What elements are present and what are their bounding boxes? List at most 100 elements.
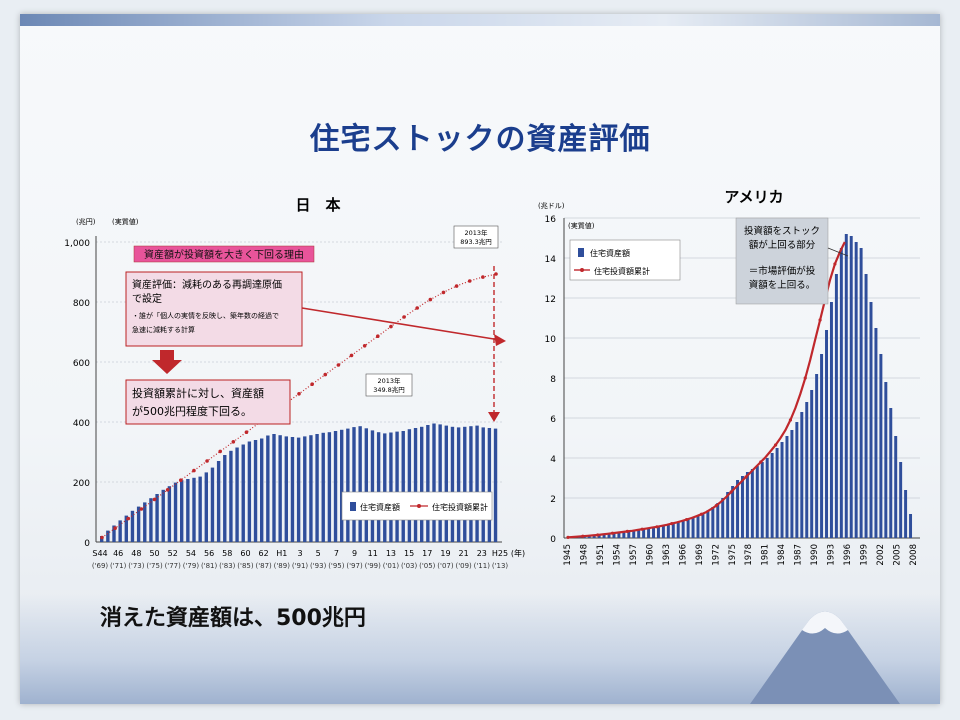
- us-y-tick-label: 10: [545, 335, 557, 345]
- us-bar: [597, 534, 601, 538]
- us-bar: [854, 242, 858, 538]
- japan-line-point: [494, 272, 498, 276]
- japan-summary-box: [125, 379, 291, 425]
- japan-x-subtick-label: ('93): [310, 562, 327, 570]
- japan-line-point: [415, 306, 420, 310]
- japan-bar: [204, 472, 208, 542]
- slide: 住宅ストックの資産評価 日 本 (兆円) (実質値) 0 200 400 600 800 1,0…: [20, 14, 940, 704]
- us-note-line3: ＝市場評価が投: [749, 265, 816, 277]
- us-line-point: [610, 531, 615, 535]
- japan-x-tick-label: 19: [440, 549, 450, 558]
- us-bar: [622, 531, 626, 538]
- japan-summary-line2: が500兆円程度下回る。: [132, 404, 252, 418]
- us-note-pointer: [827, 247, 849, 257]
- japan-legend-bar-swatch: [350, 502, 356, 511]
- japan-bar: [167, 486, 172, 542]
- us-bar: [731, 486, 735, 538]
- us-bar: [736, 480, 740, 538]
- us-bar: [859, 248, 863, 538]
- japan-bar: [444, 425, 448, 542]
- japan-bar: [346, 428, 350, 542]
- us-y-tick-label: 6: [550, 415, 556, 425]
- japan-x-subtick-label: ('73): [128, 562, 145, 570]
- us-line-point: [774, 443, 778, 447]
- japan-x-tick-label: 21: [459, 549, 469, 558]
- japan-bar: [487, 428, 492, 542]
- japan-bar: [223, 455, 227, 542]
- us-y-tick-label: 0: [550, 535, 556, 545]
- japan-x-subtick-label: ('91): [292, 562, 309, 570]
- us-chart-title: アメリカ: [724, 188, 783, 206]
- us-bar: [760, 462, 764, 538]
- japan-bar: [210, 467, 215, 542]
- us-bar: [607, 533, 611, 538]
- japan-line-point: [126, 516, 131, 521]
- japan-x-subtick-label: ('09): [455, 562, 472, 570]
- japan-x-tick-label: 54: [186, 549, 196, 558]
- japan-x-tick-label: 48: [131, 549, 141, 558]
- japan-x-subtick-label: ('01): [383, 562, 400, 570]
- japan-line-point: [467, 279, 472, 283]
- us-bar: [869, 302, 873, 538]
- us-bar: [829, 302, 833, 538]
- japan-reason-line4: 急速に減耗する計算: [132, 325, 195, 334]
- us-sub-unit-label: (実質値): [568, 221, 595, 230]
- us-bar: [889, 408, 893, 538]
- us-x-tick-label: 1957: [629, 544, 639, 566]
- japan-bar: [136, 506, 141, 542]
- japan-x-subtick-label: ('77): [165, 562, 182, 570]
- japan-x-subtick-label: ('85): [237, 562, 254, 570]
- japan-x-subtick-label: ('75): [146, 562, 163, 570]
- japan-bar: [413, 428, 418, 542]
- japan-x-subtick-label: ('83): [219, 562, 236, 570]
- japan-y-tick-label: 1,000: [64, 239, 90, 249]
- japan-bar: [241, 444, 245, 542]
- us-bar: [617, 532, 621, 538]
- japan-bar: [260, 438, 264, 542]
- us-bar: [879, 354, 883, 538]
- us-bar: [701, 513, 705, 538]
- japan-bar: [229, 450, 233, 542]
- japan-line-point: [428, 297, 433, 302]
- japan-bar: [272, 434, 276, 542]
- us-bar: [721, 498, 725, 538]
- us-bar: [666, 524, 670, 538]
- us-note-line2: 額が上回る部分: [749, 239, 816, 251]
- japan-x-tick-label: 58: [222, 549, 232, 558]
- japan-line-point: [205, 459, 209, 463]
- japan-line-point: [454, 284, 459, 288]
- us-bar: [676, 522, 680, 538]
- japan-bar: [130, 510, 135, 542]
- us-y-tick-label: 2: [550, 495, 556, 505]
- japan-reason-box: [125, 271, 303, 347]
- us-legend-box: [569, 239, 681, 281]
- japan-x-tick-label: S44: [92, 549, 107, 558]
- japan-gap-arrow-head: [488, 412, 500, 422]
- japan-x-tick-label: H1: [276, 549, 287, 558]
- us-line-point: [640, 527, 644, 531]
- us-bar: [716, 503, 720, 538]
- japan-bar: [186, 479, 190, 542]
- japan-x-subtick-label: ('71): [110, 562, 127, 570]
- japan-bar: [383, 433, 387, 542]
- us-y-tick-label: 4: [550, 455, 556, 465]
- us-bar: [587, 535, 591, 538]
- us-bar: [632, 530, 636, 538]
- us-bar: [656, 526, 660, 538]
- us-bar: [647, 528, 651, 538]
- japan-x-subtick-label: ('79): [183, 562, 200, 570]
- japan-bar: [426, 425, 430, 542]
- us-line-point: [699, 512, 704, 516]
- japan-line-point: [336, 363, 341, 367]
- us-legend-bar-label: 住宅資産額: [590, 248, 630, 258]
- us-x-tick-label: 1966: [678, 544, 688, 566]
- japan-down-arrow: [152, 350, 182, 374]
- japan-x-subtick-label: ('05): [419, 562, 436, 570]
- us-bar: [602, 534, 606, 538]
- japan-unit-label: (兆円): [76, 217, 96, 226]
- japan-line-point: [231, 440, 236, 444]
- japan-line-point: [244, 430, 249, 434]
- japan-bar: [493, 428, 498, 542]
- japan-x-subtick-label: ('99): [365, 562, 382, 570]
- page-title: 住宅ストックの資産評価: [309, 122, 651, 157]
